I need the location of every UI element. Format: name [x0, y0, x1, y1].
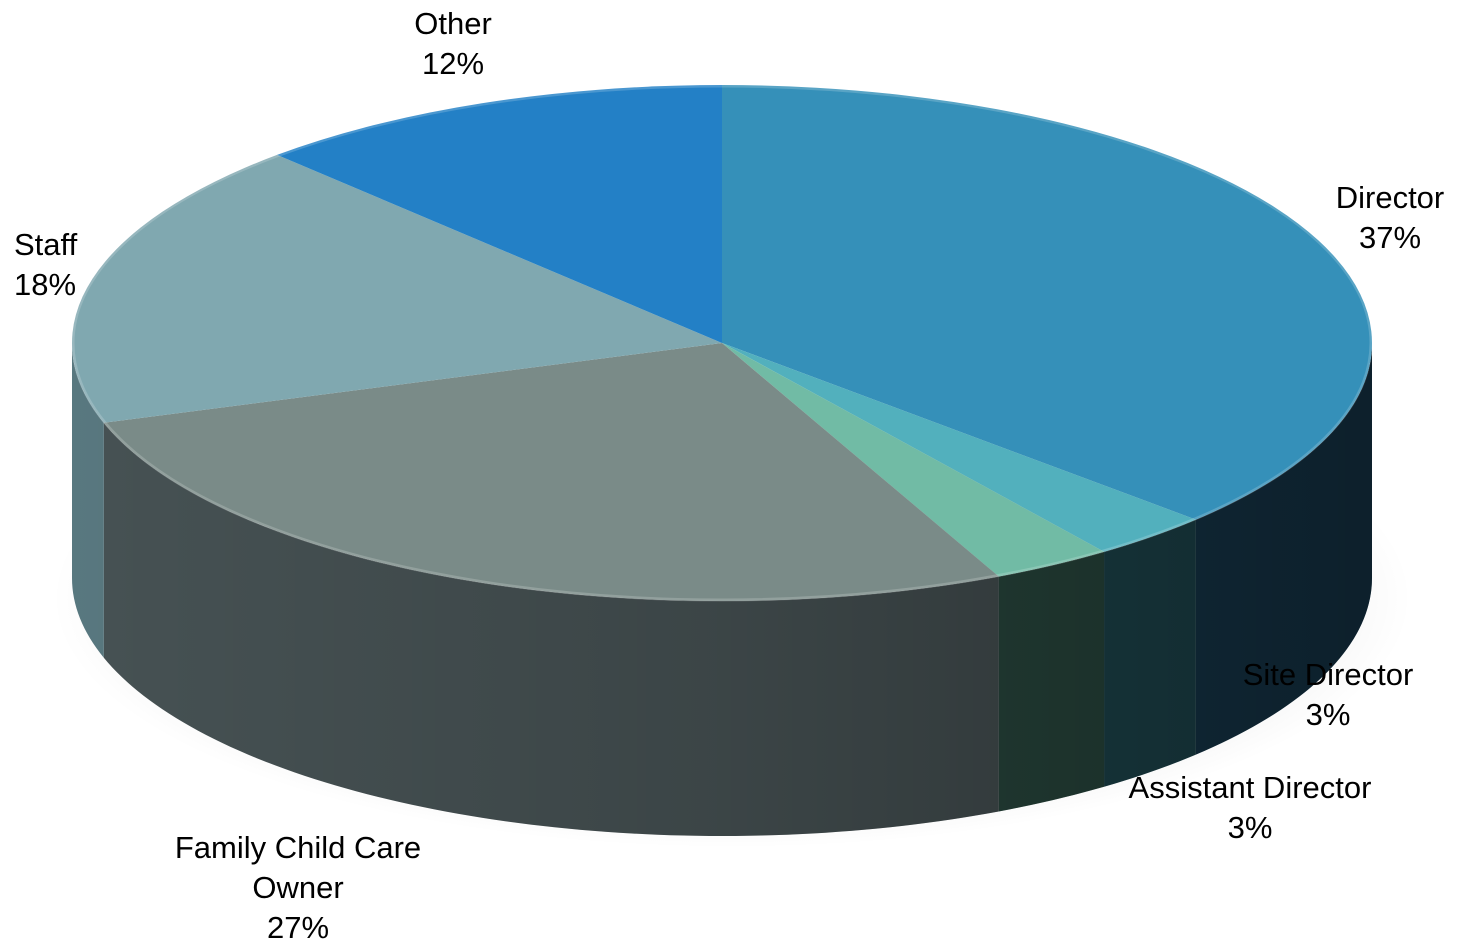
- pie-slice-director: [722, 85, 1372, 520]
- slice-percent-site-director: 3%: [1305, 697, 1351, 732]
- pie-rim-highlight: [71, 84, 1373, 602]
- slice-name-family-child-care-owner: Family Child Care Owner: [174, 830, 422, 905]
- pie-slice-staff: [71, 154, 722, 423]
- slice-label-site-director: Site Director 3%: [1218, 655, 1438, 735]
- pie-tops: [71, 84, 1373, 602]
- slice-name-other: Other: [414, 6, 492, 41]
- slice-percent-family-child-care-owner: 27%: [266, 910, 330, 945]
- slice-name-site-director: Site Director: [1242, 657, 1414, 692]
- pie-sides: [72, 343, 1372, 836]
- pie-slice-assistant-director: [722, 343, 1105, 577]
- pie-slice-site-director: [722, 343, 1196, 552]
- pie-slice-family-child-care-owner: [103, 343, 999, 602]
- slice-label-director: Director 37%: [1300, 178, 1470, 258]
- slice-percent-staff: 18%: [14, 267, 77, 302]
- slice-name-staff: Staff: [14, 227, 78, 262]
- slice-name-assistant-director: Assistant Director: [1128, 770, 1372, 805]
- slice-percent-director: 37%: [1358, 220, 1422, 255]
- slice-label-other: Other 12%: [393, 4, 513, 84]
- slice-percent-assistant-director: 3%: [1227, 810, 1273, 845]
- slice-label-family-child-care-owner: Family Child Care Owner 27%: [148, 828, 448, 947]
- slice-percent-other: 12%: [421, 46, 485, 81]
- slice-label-staff: Staff 18%: [14, 225, 114, 305]
- slice-label-assistant-director: Assistant Director 3%: [1100, 768, 1400, 848]
- slice-name-director: Director: [1335, 180, 1445, 215]
- pie-slice-other: [277, 85, 722, 343]
- pie-side-shading: [72, 343, 1372, 836]
